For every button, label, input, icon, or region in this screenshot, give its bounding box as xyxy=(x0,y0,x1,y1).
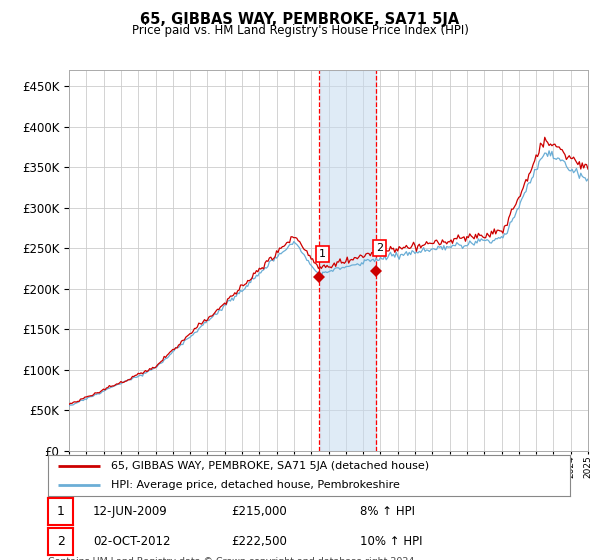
Text: 2: 2 xyxy=(376,243,383,253)
Text: 12-JUN-2009: 12-JUN-2009 xyxy=(93,505,168,519)
Text: 1: 1 xyxy=(56,505,65,519)
Text: 8% ↑ HPI: 8% ↑ HPI xyxy=(360,505,415,519)
Text: 10% ↑ HPI: 10% ↑ HPI xyxy=(360,535,422,548)
Text: Price paid vs. HM Land Registry's House Price Index (HPI): Price paid vs. HM Land Registry's House … xyxy=(131,24,469,37)
Text: 2: 2 xyxy=(56,535,65,548)
Text: £215,000: £215,000 xyxy=(231,505,287,519)
Text: 1: 1 xyxy=(319,249,326,259)
Text: HPI: Average price, detached house, Pembrokeshire: HPI: Average price, detached house, Pemb… xyxy=(110,479,400,489)
Text: Contains HM Land Registry data © Crown copyright and database right 2024.
This d: Contains HM Land Registry data © Crown c… xyxy=(48,557,418,560)
Text: 02-OCT-2012: 02-OCT-2012 xyxy=(93,535,170,548)
Text: 65, GIBBAS WAY, PEMBROKE, SA71 5JA: 65, GIBBAS WAY, PEMBROKE, SA71 5JA xyxy=(140,12,460,27)
Text: £222,500: £222,500 xyxy=(231,535,287,548)
Text: 65, GIBBAS WAY, PEMBROKE, SA71 5JA (detached house): 65, GIBBAS WAY, PEMBROKE, SA71 5JA (deta… xyxy=(110,461,429,471)
